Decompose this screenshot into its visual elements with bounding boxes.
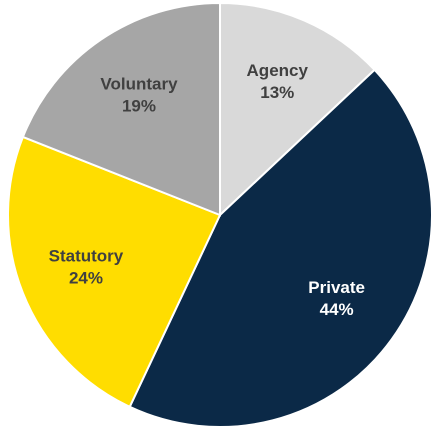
slice-label: Voluntary <box>100 74 178 93</box>
pie-slice <box>219 1 376 218</box>
slice-value-label: 19% <box>122 96 156 115</box>
slice-value-label: 24% <box>69 269 103 288</box>
slice-value-label: 44% <box>320 300 354 319</box>
slice-label: Agency <box>247 61 309 80</box>
pie-slice <box>7 135 222 409</box>
pie-slice <box>128 68 432 428</box>
pie-slice <box>21 1 221 217</box>
slice-value-label: 13% <box>260 83 294 102</box>
slice-label: Private <box>308 278 365 297</box>
slice-label: Statutory <box>49 247 124 266</box>
